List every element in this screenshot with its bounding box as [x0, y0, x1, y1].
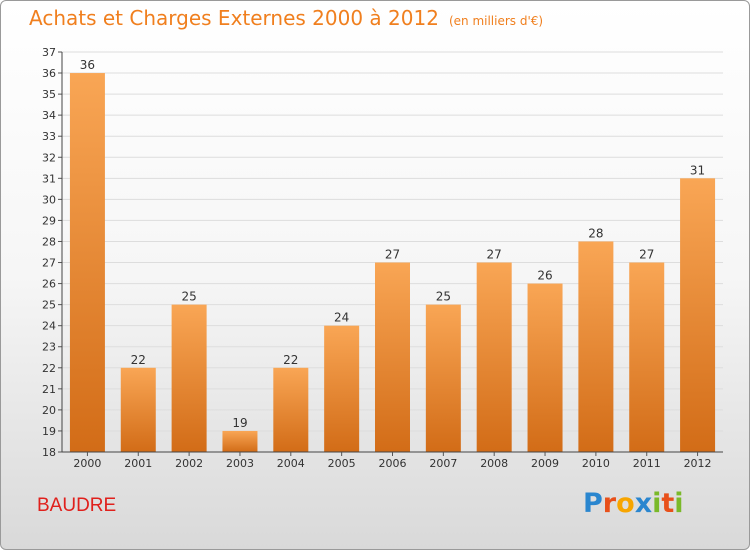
y-tick-label: 28: [42, 235, 56, 248]
x-tick-label: 2002: [175, 457, 203, 470]
bar: [222, 430, 258, 452]
data-label: 22: [131, 353, 146, 367]
logo-letter: i: [674, 488, 684, 519]
commune-name: BAUDRE: [37, 495, 117, 516]
data-label: 24: [334, 311, 349, 325]
bars: [69, 73, 716, 452]
axes: [58, 51, 723, 456]
y-tick-label: 36: [42, 67, 56, 80]
data-label: 27: [639, 248, 654, 262]
y-tick-label: 34: [42, 109, 56, 122]
logo-letter: t: [661, 488, 675, 519]
data-label: 19: [232, 416, 247, 430]
data-label: 22: [283, 353, 298, 367]
logo-letter: r: [602, 488, 617, 519]
data-label: 27: [487, 248, 502, 262]
data-label: 25: [181, 290, 196, 304]
y-tick-label: 21: [42, 383, 56, 396]
bar: [324, 325, 360, 452]
y-tick-label: 30: [42, 193, 56, 206]
x-tick-label: 2006: [379, 457, 407, 470]
y-tick-label: 25: [42, 299, 56, 312]
x-tick-label: 2010: [582, 457, 610, 470]
logo-letter: P: [583, 488, 603, 519]
x-tick-label: 2007: [429, 457, 457, 470]
logo-letter: x: [634, 488, 653, 519]
data-label: 36: [80, 58, 95, 72]
logo-letter: o: [616, 488, 635, 519]
data-label: 26: [537, 269, 552, 283]
x-tick-label: 2009: [531, 457, 559, 470]
logo-letter: i: [652, 488, 662, 519]
bar: [476, 262, 512, 452]
labels: 18 19 20 21 22 23 24 25 26 27 28 29 30 31 32 33 34 35 36 37…: [42, 46, 712, 470]
bar: [273, 367, 309, 452]
y-tick-label: 31: [42, 172, 56, 185]
y-tick-label: 35: [42, 88, 56, 101]
bar: [578, 241, 614, 452]
y-tick-label: 19: [42, 425, 56, 438]
x-tick-label: 2001: [124, 457, 152, 470]
y-tick-label: 29: [42, 214, 56, 227]
x-tick-label: 2005: [328, 457, 356, 470]
y-tick-label: 32: [42, 151, 56, 164]
proxiti-logo: Proxiti: [583, 488, 684, 519]
bar: [375, 262, 410, 452]
x-tick-label: 2004: [277, 457, 305, 470]
y-tick-label: 24: [42, 320, 56, 333]
bar: [629, 262, 665, 452]
x-tick-label: 2003: [226, 457, 254, 470]
y-tick-label: 33: [42, 130, 56, 143]
bar: [425, 304, 461, 452]
chart-title: Achats et Charges Externes 2000 à 2012 (e…: [29, 6, 543, 30]
chart-title-text: Achats et Charges Externes 2000 à 2012: [29, 6, 439, 30]
bar: [680, 178, 716, 452]
data-label: 27: [385, 248, 400, 262]
y-tick-label: 23: [42, 341, 56, 354]
data-label: 31: [690, 163, 705, 177]
y-tick-label: 20: [42, 404, 56, 417]
x-tick-label: 2008: [480, 457, 508, 470]
bar: [120, 367, 156, 452]
bar: [69, 73, 105, 452]
chart-unit: (en milliers d'€): [448, 14, 544, 28]
x-tick-label: 2012: [684, 457, 712, 470]
bar: [171, 304, 207, 452]
y-tick-label: 22: [42, 362, 56, 375]
y-tick-label: 37: [42, 46, 56, 59]
x-tick-label: 2000: [73, 457, 101, 470]
y-tick-label: 27: [42, 257, 56, 270]
y-tick-label: 18: [42, 446, 56, 459]
bar: [527, 283, 563, 452]
x-tick-label: 2011: [633, 457, 661, 470]
data-label: 25: [436, 290, 451, 304]
y-tick-label: 26: [42, 278, 56, 291]
data-label: 28: [588, 226, 603, 240]
